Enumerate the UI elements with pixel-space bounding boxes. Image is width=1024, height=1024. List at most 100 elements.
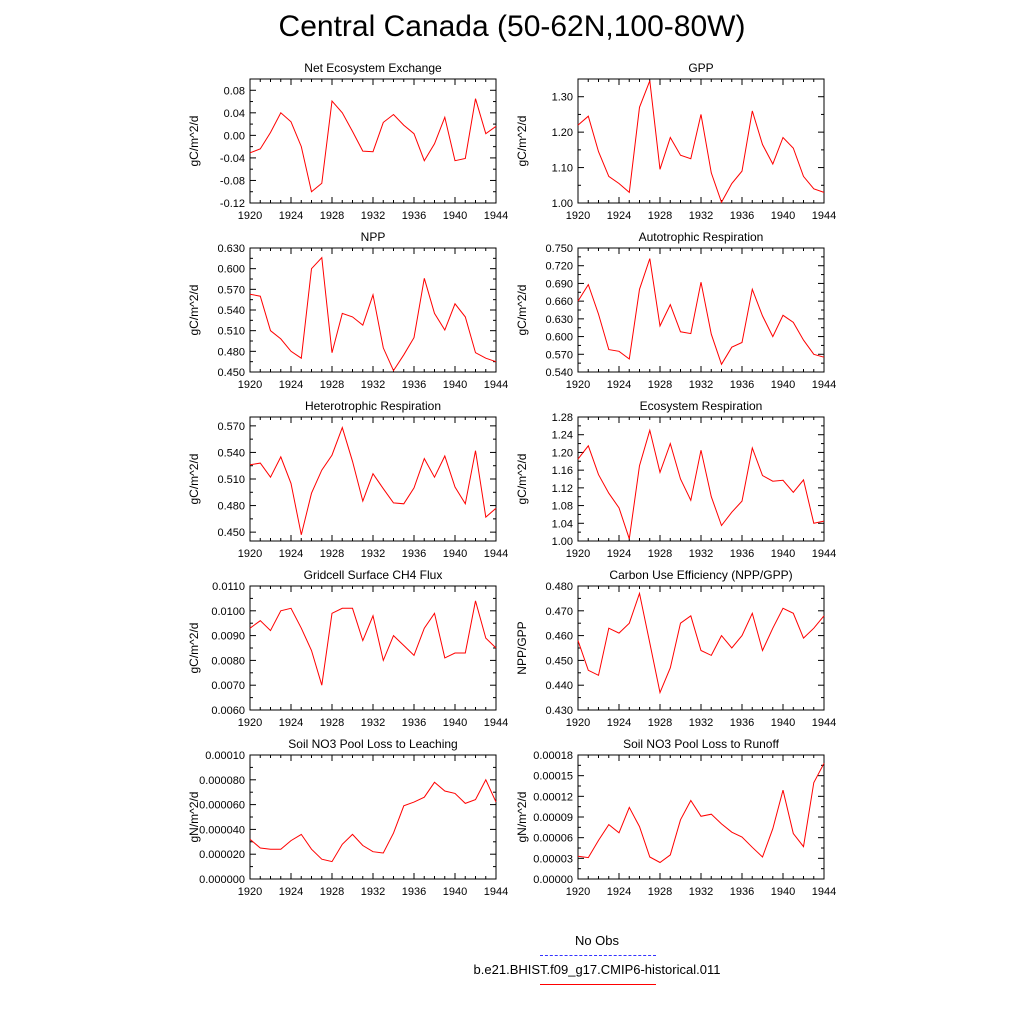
y-tick-label: 1.16 bbox=[552, 465, 573, 477]
x-tick-label: 1924 bbox=[279, 210, 303, 222]
series-line bbox=[577, 591, 825, 695]
y-tick-label: 0.460 bbox=[545, 631, 573, 643]
y-tick-label: 0.000000 bbox=[199, 874, 245, 886]
y-tick-label: 0.630 bbox=[217, 243, 245, 255]
y-tick-label: 0.04 bbox=[224, 108, 245, 120]
y-tick-label: 0.450 bbox=[545, 655, 573, 667]
x-tick-label: 1920 bbox=[238, 717, 262, 729]
y-tick-label: -0.12 bbox=[220, 198, 245, 210]
x-tick-label: 1936 bbox=[730, 379, 754, 391]
y-tick-label: 0.540 bbox=[545, 367, 573, 379]
x-tick-label: 1936 bbox=[402, 210, 426, 222]
x-tick-label: 1936 bbox=[402, 886, 426, 898]
plot-frame bbox=[577, 78, 825, 204]
x-tick-label: 1928 bbox=[648, 379, 672, 391]
y-tick-label: 0.0100 bbox=[211, 606, 245, 618]
series-line bbox=[577, 763, 825, 864]
panel-title: Net Ecosystem Exchange bbox=[304, 61, 442, 75]
x-tick-label: 1924 bbox=[607, 379, 631, 391]
y-tick-label: 1.10 bbox=[552, 163, 573, 175]
panel-title: Gridcell Surface CH4 Flux bbox=[304, 568, 443, 582]
x-tick-label: 1940 bbox=[771, 548, 795, 560]
y-axis-label: gC/m^2/d bbox=[515, 285, 529, 336]
y-tick-label: 1.08 bbox=[552, 501, 573, 513]
x-tick-label: 1940 bbox=[443, 886, 467, 898]
y-tick-label: 0.480 bbox=[545, 581, 573, 593]
y-tick-label: 0.630 bbox=[545, 314, 573, 326]
x-tick-label: 1940 bbox=[443, 717, 467, 729]
series-line bbox=[577, 428, 825, 539]
x-tick-label: 1940 bbox=[443, 210, 467, 222]
y-tick-label: 0.570 bbox=[545, 349, 573, 361]
y-tick-label: 0.440 bbox=[545, 680, 573, 692]
chart-panel-5: Heterotrophic Respiration gC/m^2/d 1920 192… bbox=[187, 399, 508, 560]
series-line bbox=[249, 98, 497, 193]
y-tick-label: 0.08 bbox=[224, 85, 245, 97]
x-tick-label: 1940 bbox=[771, 886, 795, 898]
x-tick-label: 1944 bbox=[812, 548, 836, 560]
y-tick-label: 0.660 bbox=[545, 296, 573, 308]
x-tick-label: 1936 bbox=[402, 548, 426, 560]
x-tick-label: 1932 bbox=[689, 886, 713, 898]
x-tick-label: 1924 bbox=[279, 379, 303, 391]
x-tick-label: 1928 bbox=[648, 717, 672, 729]
x-tick-label: 1932 bbox=[361, 886, 385, 898]
x-tick-label: 1924 bbox=[607, 210, 631, 222]
y-axis-label: gC/m^2/d bbox=[187, 454, 201, 505]
plot-frame bbox=[577, 754, 825, 880]
panel-title: NPP bbox=[361, 230, 386, 244]
y-tick-label: 0.00006 bbox=[533, 833, 573, 845]
y-tick-label: 0.600 bbox=[217, 264, 245, 276]
y-axis-label: NPP/GPP bbox=[515, 621, 529, 674]
x-tick-label: 1920 bbox=[238, 379, 262, 391]
x-tick-label: 1936 bbox=[402, 717, 426, 729]
y-tick-label: 0.000060 bbox=[199, 800, 245, 812]
x-tick-label: 1944 bbox=[484, 210, 508, 222]
series-line bbox=[249, 778, 497, 863]
y-tick-label: 0.000080 bbox=[199, 775, 245, 787]
x-tick-label: 1932 bbox=[361, 717, 385, 729]
x-tick-label: 1940 bbox=[443, 379, 467, 391]
y-tick-label: 0.00018 bbox=[533, 750, 573, 762]
plot-frame bbox=[577, 585, 825, 711]
legend-obs-label: No Obs bbox=[574, 933, 620, 948]
y-tick-label: 0.0080 bbox=[211, 655, 245, 667]
x-tick-label: 1940 bbox=[443, 548, 467, 560]
y-tick-label: 0.470 bbox=[545, 606, 573, 618]
y-tick-label: 1.00 bbox=[552, 536, 573, 548]
chart-panel-2: GPP gC/m^2/d 1920 1924 1928 1932 1936 1940 1944 1… bbox=[515, 61, 836, 222]
y-tick-label: 1.00 bbox=[552, 198, 573, 210]
chart-panel-9: Soil NO3 Pool Loss to Leaching gN/m^2/d 19… bbox=[187, 737, 508, 898]
panel-title: GPP bbox=[688, 61, 713, 75]
x-tick-label: 1944 bbox=[812, 717, 836, 729]
y-tick-label: 0.00015 bbox=[533, 771, 573, 783]
x-tick-label: 1924 bbox=[607, 717, 631, 729]
x-tick-label: 1924 bbox=[607, 886, 631, 898]
x-tick-label: 1924 bbox=[279, 717, 303, 729]
chart-panel-7: Gridcell Surface CH4 Flux gC/m^2/d 1920 192… bbox=[187, 568, 508, 729]
x-tick-label: 1940 bbox=[771, 717, 795, 729]
y-tick-label: 0.0090 bbox=[211, 631, 245, 643]
chart-panel-6: Ecosystem Respiration gC/m^2/d 1920 1924 192… bbox=[515, 399, 836, 560]
plot-frame bbox=[249, 585, 497, 711]
x-tick-label: 1944 bbox=[484, 717, 508, 729]
y-tick-label: -0.08 bbox=[220, 175, 245, 187]
plot-frame bbox=[577, 247, 825, 373]
x-tick-label: 1920 bbox=[566, 210, 590, 222]
plot-frame bbox=[249, 754, 497, 880]
x-tick-label: 1944 bbox=[484, 548, 508, 560]
y-tick-label: 1.28 bbox=[552, 412, 573, 424]
panel-title: Heterotrophic Respiration bbox=[305, 399, 441, 413]
series-line bbox=[577, 258, 825, 366]
x-tick-label: 1920 bbox=[566, 886, 590, 898]
x-tick-label: 1936 bbox=[730, 548, 754, 560]
x-tick-label: 1936 bbox=[730, 210, 754, 222]
y-tick-label: 0.0070 bbox=[211, 680, 245, 692]
x-tick-label: 1932 bbox=[361, 548, 385, 560]
x-tick-label: 1928 bbox=[320, 379, 344, 391]
x-tick-label: 1932 bbox=[689, 548, 713, 560]
x-tick-label: 1944 bbox=[812, 210, 836, 222]
y-axis-label: gC/m^2/d bbox=[187, 285, 201, 336]
legend-model-label: b.e21.BHIST.f09_g17.CMIP6-historical.011 bbox=[473, 962, 721, 977]
legend-model-line bbox=[540, 984, 656, 985]
